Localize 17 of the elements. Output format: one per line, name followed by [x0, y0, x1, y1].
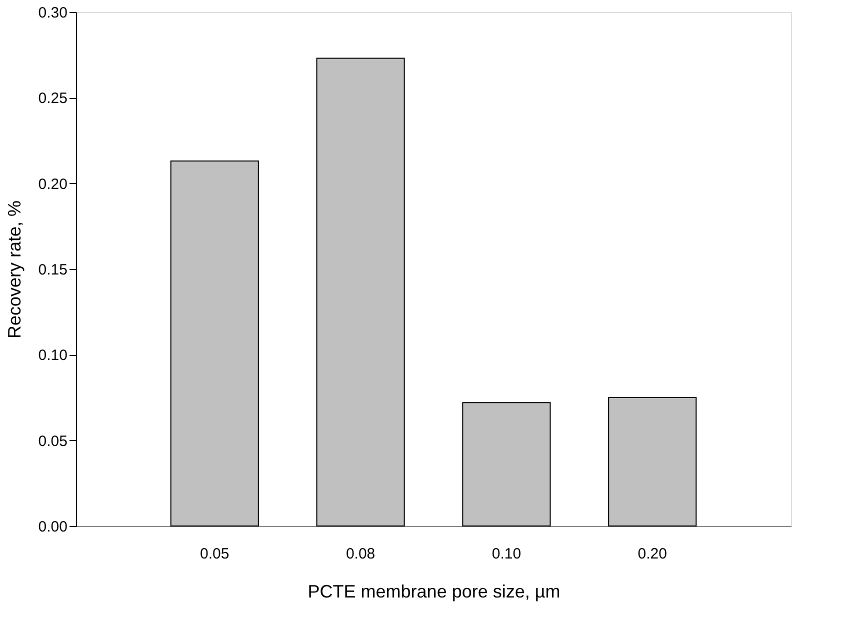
y-tick-label: 0.20 — [38, 176, 68, 193]
y-tick-label: 0.05 — [38, 432, 68, 450]
x-tick-label: 0.20 — [638, 546, 667, 562]
y-tick-label: 0.25 — [38, 90, 68, 108]
x-tick-label: 0.05 — [200, 546, 230, 562]
bar — [316, 58, 405, 526]
x-axis-title: PCTE membrane pore size, µm — [308, 582, 560, 602]
x-tick-label: 0.10 — [492, 546, 522, 562]
y-tick-label: 0.10 — [38, 347, 68, 364]
y-tick-label: 0.00 — [38, 518, 68, 536]
bar — [462, 402, 551, 526]
bar — [608, 397, 697, 526]
x-tick-label: 0.08 — [346, 546, 376, 562]
y-tick-label: 0.30 — [38, 4, 68, 22]
y-tick-label: 0.15 — [38, 262, 68, 278]
y-axis-title: Recovery rate, % — [4, 200, 24, 339]
bar — [170, 160, 259, 526]
